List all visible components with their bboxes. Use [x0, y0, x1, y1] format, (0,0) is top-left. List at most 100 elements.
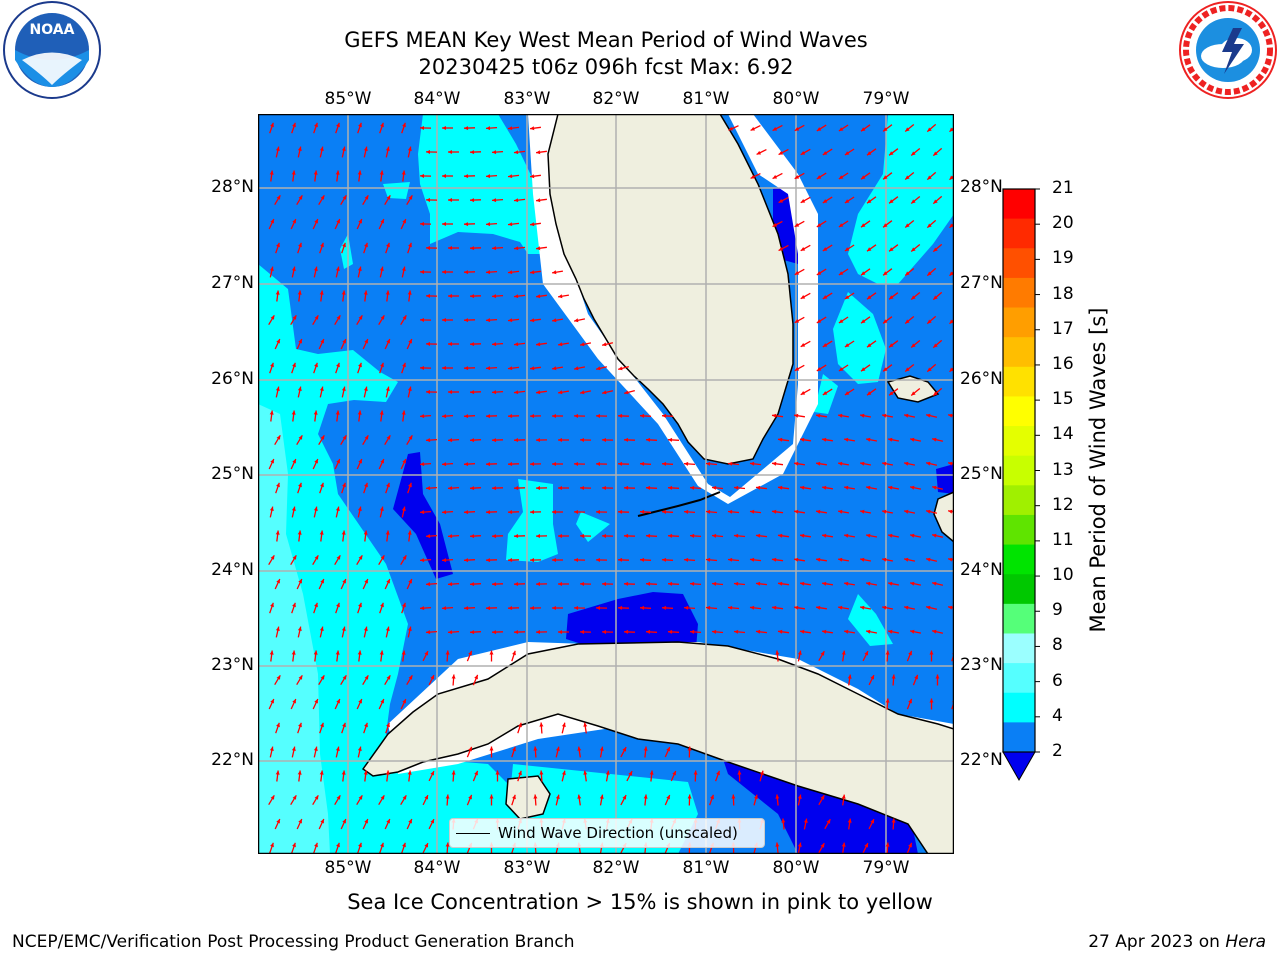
wind-wave-arrow-head [904, 413, 909, 418]
wind-wave-arrow-head [816, 367, 822, 371]
wind-wave-arrow-head [844, 151, 850, 155]
footer-date-text: 27 Apr 2023 on [1088, 932, 1220, 952]
wind-wave-arrow-head [666, 795, 670, 800]
lat-label-left: 27°N [211, 273, 254, 293]
wind-wave-arrow-head [270, 795, 275, 800]
wind-wave-arrow-head [292, 555, 297, 560]
wind-wave-arrow-head [401, 650, 406, 655]
wind-wave-arrow-head [778, 437, 783, 442]
wind-wave-arrow-head [270, 555, 275, 560]
wind-wave-arrow-head [514, 438, 519, 442]
wind-wave-arrow-head [822, 151, 828, 155]
wind-wave-arrow-head [750, 509, 755, 514]
wind-wave-arrow-head [803, 818, 808, 823]
lon-label-bottom: 84°W [413, 858, 461, 878]
wind-wave-arrow-head [336, 219, 340, 224]
wind-wave-arrow-head [514, 582, 519, 586]
wind-wave-arrow-head [596, 606, 600, 610]
wind-wave-arrow-head [314, 699, 318, 704]
wind-wave-arrow-head [583, 722, 588, 727]
wind-wave-arrow-head [888, 533, 893, 538]
wind-wave-arrow-head [464, 126, 469, 131]
wind-wave-arrow-head [363, 770, 368, 775]
wind-wave-arrow-head [335, 170, 340, 175]
lon-label-top: 83°W [503, 89, 551, 109]
wind-wave-arrow-head [911, 343, 916, 348]
wind-wave-arrow-head [574, 366, 579, 371]
wind-wave-arrow-head [949, 271, 954, 276]
wind-wave-arrow-head [407, 626, 412, 631]
wind-wave-arrow-head [800, 533, 805, 538]
wind-wave-arrow-head [885, 842, 890, 847]
colorbar-label: Mean Period of Wind Waves [s] [1086, 307, 1110, 633]
lon-label-top: 81°W [682, 89, 730, 109]
colorbar-tick-label: 20 [1052, 213, 1074, 234]
wind-wave-arrow-head [948, 557, 953, 562]
wind-wave-arrow-head [364, 482, 368, 488]
wind-wave-arrow-head [949, 223, 954, 228]
wind-wave-arrow-head [889, 151, 894, 156]
wind-wave-arrow-head [622, 795, 627, 800]
wind-wave-arrow-head [640, 413, 645, 418]
wind-wave-arrow-head [298, 435, 303, 440]
colorbar-tick-label: 19 [1052, 248, 1074, 269]
wind-wave-arrow-head [364, 435, 369, 440]
wind-wave-arrow-head [794, 461, 799, 466]
wind-wave-arrow-head [402, 315, 407, 320]
wind-wave-arrow-head [882, 509, 887, 514]
svg-text:NOAA: NOAA [30, 22, 75, 38]
wind-wave-arrow-head [826, 819, 831, 824]
wind-wave-arrow-head [292, 842, 296, 848]
wind-wave-arrow-head [364, 579, 368, 584]
wind-wave-arrow-head [690, 485, 695, 490]
wind-wave-arrow-head [408, 195, 413, 200]
wind-wave-arrow-head [552, 510, 556, 514]
wind-wave-arrow-head [643, 794, 648, 799]
wind-wave-arrow-head [492, 630, 497, 635]
wind-wave-arrow-head [552, 366, 557, 371]
wind-wave-arrow-head [580, 342, 585, 347]
colorbar-tick-label: 2 [1052, 741, 1063, 761]
wind-wave-arrow-head [905, 175, 910, 180]
wind-wave-arrow-head [385, 386, 390, 391]
wind-wave-arrow-head [314, 362, 318, 368]
wind-wave-arrow-head [816, 557, 821, 562]
wind-wave-arrow-head [552, 414, 556, 418]
wind-wave-arrow-head [860, 509, 865, 514]
wind-wave-arrow-head [430, 819, 434, 824]
wind-wave-arrow-head [841, 794, 846, 799]
wind-wave-arrow-head [794, 605, 799, 610]
wind-wave-arrow-head [336, 699, 340, 704]
wind-wave-arrow-head [905, 223, 910, 228]
wind-wave-arrow-head [319, 146, 324, 151]
wind-wave-arrow-head [800, 629, 805, 634]
wind-wave-arrow-head [292, 602, 296, 608]
wind-wave-arrow-head [386, 482, 390, 488]
wind-wave-arrow-head [706, 461, 711, 466]
wind-wave-arrow-head [386, 195, 391, 200]
wind-wave-arrow-head [512, 746, 516, 752]
wind-wave-arrow-head [276, 195, 281, 200]
wind-wave-arrow-head [932, 485, 937, 490]
wind-wave-arrow-head [662, 605, 667, 610]
wind-wave-arrow-head [577, 794, 582, 799]
lon-label-top: 82°W [592, 89, 640, 109]
wind-wave-arrow-head [905, 127, 910, 132]
wind-wave-arrow-head [737, 770, 742, 775]
wind-wave-arrow-head [364, 242, 368, 248]
wind-wave-arrow-head [536, 246, 541, 251]
wind-wave-arrow-head [486, 318, 491, 323]
wind-wave-arrow-head [442, 414, 447, 419]
colorbar-tick-label: 16 [1052, 353, 1074, 374]
wind-wave-arrow-head [948, 605, 953, 610]
wind-wave-arrow-head [320, 195, 325, 200]
wind-wave-arrow-head [342, 242, 346, 248]
wind-wave-arrow-head [844, 581, 849, 586]
wind-wave-arrow-head [662, 413, 667, 418]
wind-wave-arrow-head [927, 175, 932, 180]
wind-wave-arrow-head [536, 486, 540, 490]
wind-wave-arrow-head [276, 242, 280, 248]
florida-landmass [547, 114, 794, 465]
wind-wave-arrow-head [530, 174, 535, 179]
wind-wave-arrow-head [407, 770, 412, 775]
